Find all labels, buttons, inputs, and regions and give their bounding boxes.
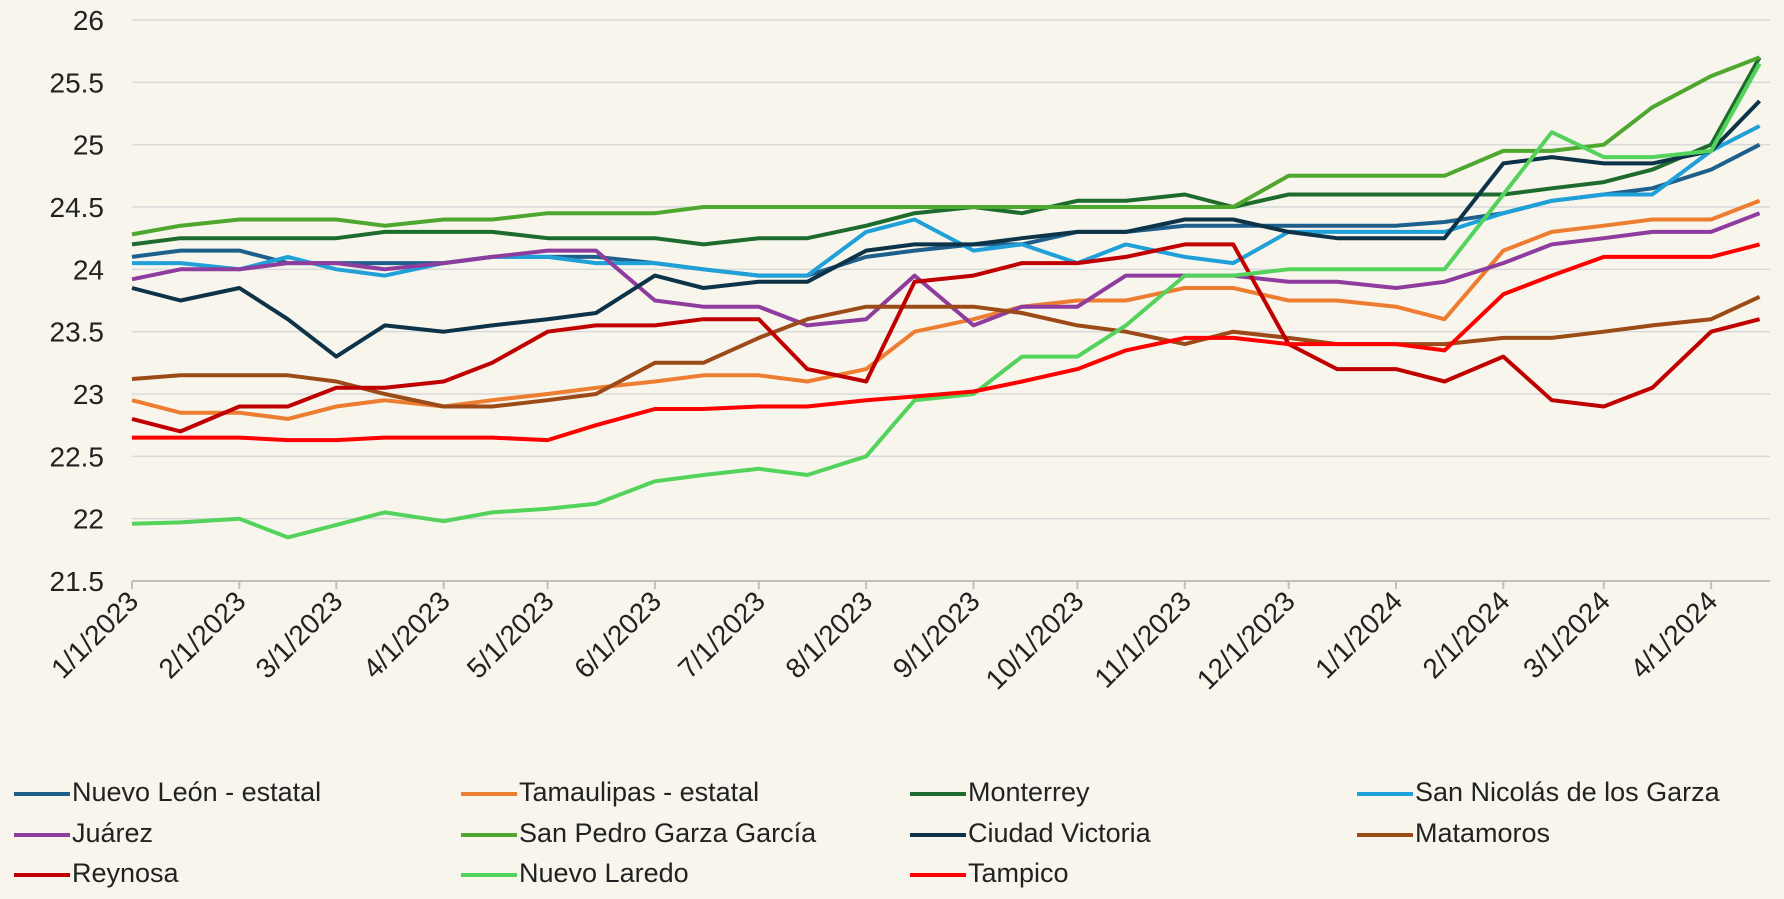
y-tick-label: 24 — [73, 254, 104, 285]
y-tick-label: 22.5 — [50, 441, 105, 472]
y-tick-label: 23 — [73, 379, 104, 410]
y-tick-label: 23.5 — [50, 317, 105, 348]
x-tick-label: 2/1/2023 — [153, 585, 252, 684]
x-tick-label: 4/1/2023 — [357, 585, 456, 684]
series-line — [131, 242, 1761, 434]
legend-label: Tamaulipas - estatal — [519, 777, 759, 807]
x-tick-label: 4/1/2024 — [1624, 585, 1723, 684]
x-tick-label: 2/1/2024 — [1417, 585, 1516, 684]
x-tick-label: 6/1/2023 — [568, 585, 667, 684]
legend-label: Tampico — [968, 858, 1069, 888]
legend-label: San Nicolás de los Garza — [1415, 777, 1721, 807]
series-line — [132, 124, 1761, 278]
x-tick-label: 9/1/2023 — [887, 585, 986, 684]
x-tick-label: 8/1/2023 — [779, 585, 878, 684]
x-tick-label: 5/1/2023 — [461, 585, 560, 684]
x-tick-label: 3/1/2023 — [250, 585, 349, 684]
series-line — [131, 99, 1762, 359]
legend-label: Ciudad Victoria — [968, 818, 1152, 848]
x-tick-label: 10/1/2023 — [980, 585, 1090, 695]
legend-label: Reynosa — [72, 858, 180, 888]
x-tick-label: 7/1/2023 — [672, 585, 771, 684]
series-line — [131, 211, 1761, 328]
y-tick-label: 22 — [73, 504, 104, 535]
series-line — [131, 198, 1761, 421]
x-tick-label: 1/1/2023 — [45, 585, 144, 684]
series-line — [131, 56, 1762, 247]
y-tick-label: 26 — [73, 5, 104, 36]
x-tick-label: 3/1/2024 — [1517, 585, 1616, 684]
y-tick-label: 25 — [73, 130, 104, 161]
series-line — [132, 242, 1761, 443]
x-tick-label: 12/1/2023 — [1191, 585, 1301, 695]
legend-label: Matamoros — [1415, 818, 1550, 848]
series-line — [131, 55, 1761, 237]
series-line — [131, 62, 1762, 540]
series-line — [131, 294, 1761, 409]
y-tick-label: 25.5 — [50, 67, 105, 98]
legend-label: San Pedro Garza García — [519, 818, 817, 848]
legend-label: Juárez — [72, 818, 153, 848]
x-tick-label: 1/1/2024 — [1309, 585, 1408, 684]
legend-label: Nuevo Laredo — [519, 858, 689, 888]
legend-label: Nuevo León - estatal — [72, 777, 321, 807]
y-tick-label: 24.5 — [50, 192, 105, 223]
legend-label: Monterrey — [968, 777, 1090, 807]
y-tick-label: 21.5 — [50, 566, 105, 597]
x-tick-label: 11/1/2023 — [1088, 585, 1197, 694]
